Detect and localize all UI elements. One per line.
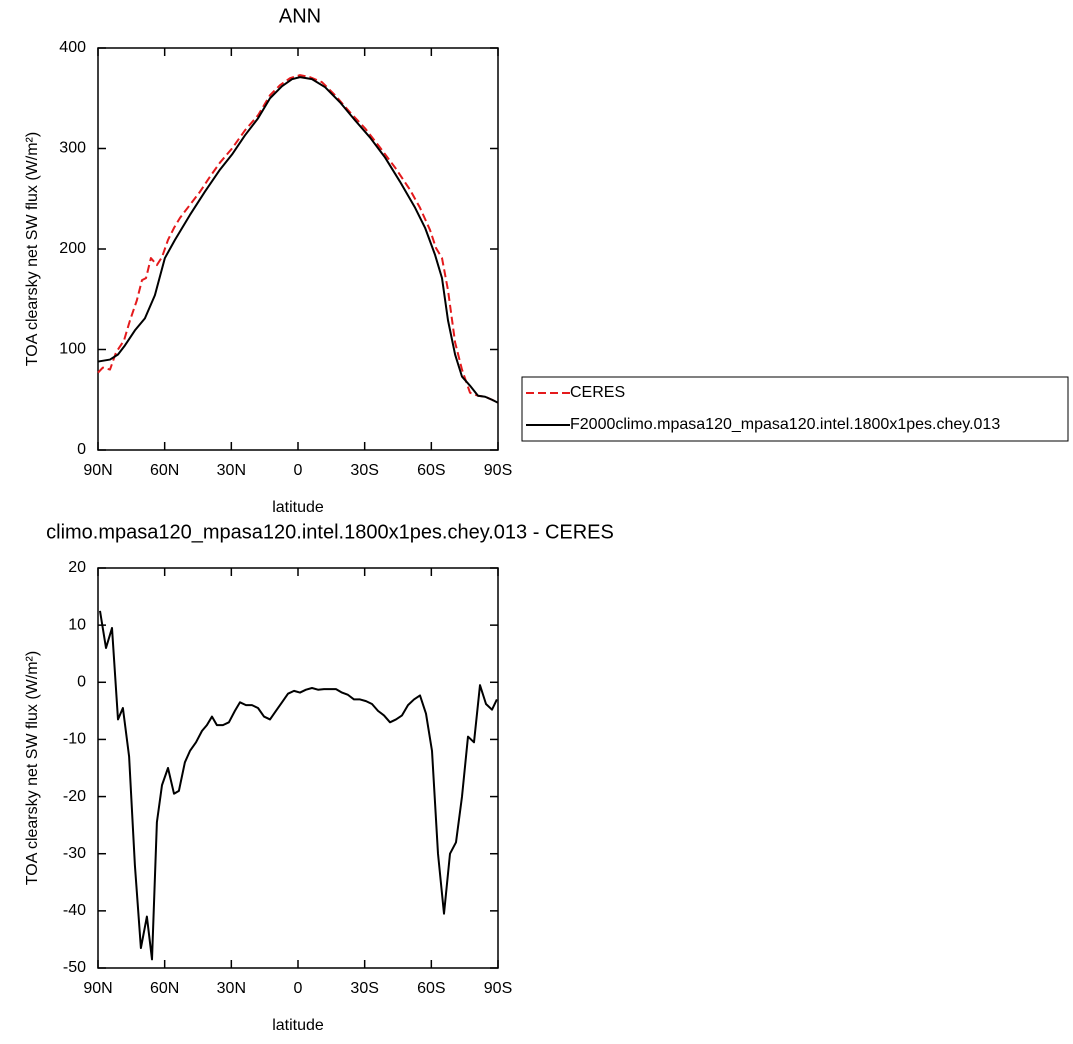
y-tick-label: 400 — [59, 39, 86, 56]
x-tick-label: 60N — [150, 980, 179, 997]
chart-title: climo.mpasa120_mpasa120.intel.1800x1pes.… — [46, 521, 614, 543]
y-tick-label: 200 — [59, 240, 86, 257]
y-tick-label: -50 — [63, 959, 86, 976]
legend-label: CERES — [570, 384, 625, 401]
x-tick-label: 90N — [83, 462, 112, 479]
y-tick-label: 20 — [68, 559, 86, 576]
x-tick-label: 30N — [217, 462, 246, 479]
y-tick-label: 10 — [68, 616, 86, 633]
x-tick-label: 0 — [294, 462, 303, 479]
plot-frame — [97, 47, 499, 451]
data-line — [99, 610, 498, 961]
x-tick-label: 60N — [150, 462, 179, 479]
x-tick-label: 30N — [217, 980, 246, 997]
x-tick-label: 90S — [484, 980, 512, 997]
y-axis-label: TOA clearsky net SW flux (W/m²) — [24, 132, 41, 366]
data-line — [97, 74, 499, 404]
x-tick-label: 30S — [350, 980, 378, 997]
y-tick-label: -10 — [63, 731, 86, 748]
chart-title: ANN — [279, 5, 321, 27]
data-line — [97, 76, 499, 404]
y-tick-label: -40 — [63, 902, 86, 919]
x-tick-label: 60S — [417, 980, 445, 997]
y-tick-label: 0 — [77, 674, 86, 691]
x-tick-label: 90S — [484, 462, 512, 479]
y-tick-label: 0 — [77, 441, 86, 458]
x-tick-label: 30S — [350, 462, 378, 479]
legend-box — [521, 376, 1069, 442]
y-axis-label: TOA clearsky net SW flux (W/m²) — [24, 651, 41, 885]
x-axis-label: latitude — [272, 499, 324, 516]
x-tick-label: 60S — [417, 462, 445, 479]
y-tick-label: -30 — [63, 845, 86, 862]
plot-frame — [97, 567, 499, 969]
y-tick-label: -20 — [63, 788, 86, 805]
y-tick-label: 300 — [59, 140, 86, 157]
legend-label: F2000climo.mpasa120_mpasa120.intel.1800x… — [570, 416, 1000, 433]
x-tick-label: 90N — [83, 980, 112, 997]
x-tick-label: 0 — [294, 980, 303, 997]
y-tick-label: 100 — [59, 341, 86, 358]
x-axis-label: latitude — [272, 1017, 324, 1034]
